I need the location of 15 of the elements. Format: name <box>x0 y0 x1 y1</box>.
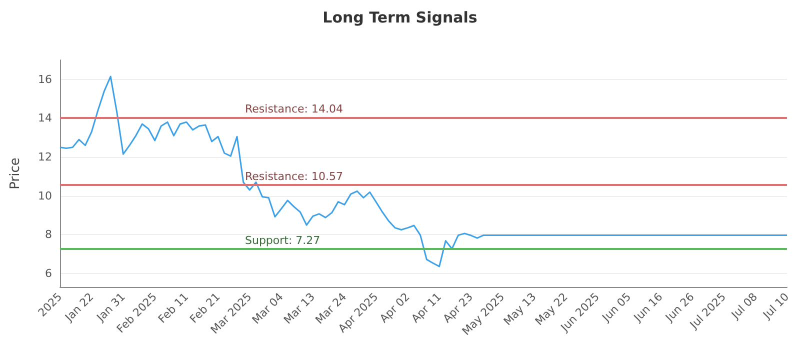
y-tick-label: 14 <box>38 112 52 125</box>
y-axis-title: Price <box>8 158 23 190</box>
ref-line-label: Resistance: 14.04 <box>245 102 343 116</box>
x-tick-label: Jan 22 <box>62 290 96 325</box>
y-tick-label: 16 <box>38 72 52 86</box>
y-tick-label: 12 <box>38 150 52 164</box>
ref-line-label: Resistance: 10.57 <box>245 170 343 183</box>
y-tick-label: 10 <box>38 189 52 202</box>
y-tick-label: 6 <box>45 266 52 280</box>
ref-line-label: Support: 7.27 <box>245 234 320 247</box>
line-series <box>59 76 788 268</box>
x-tick-label: Jul 10 <box>760 290 792 322</box>
chart-title: Long Term Signals <box>322 8 478 26</box>
x-tick-label: Jul 08 <box>728 290 760 322</box>
y-tick-label: 8 <box>45 228 52 242</box>
